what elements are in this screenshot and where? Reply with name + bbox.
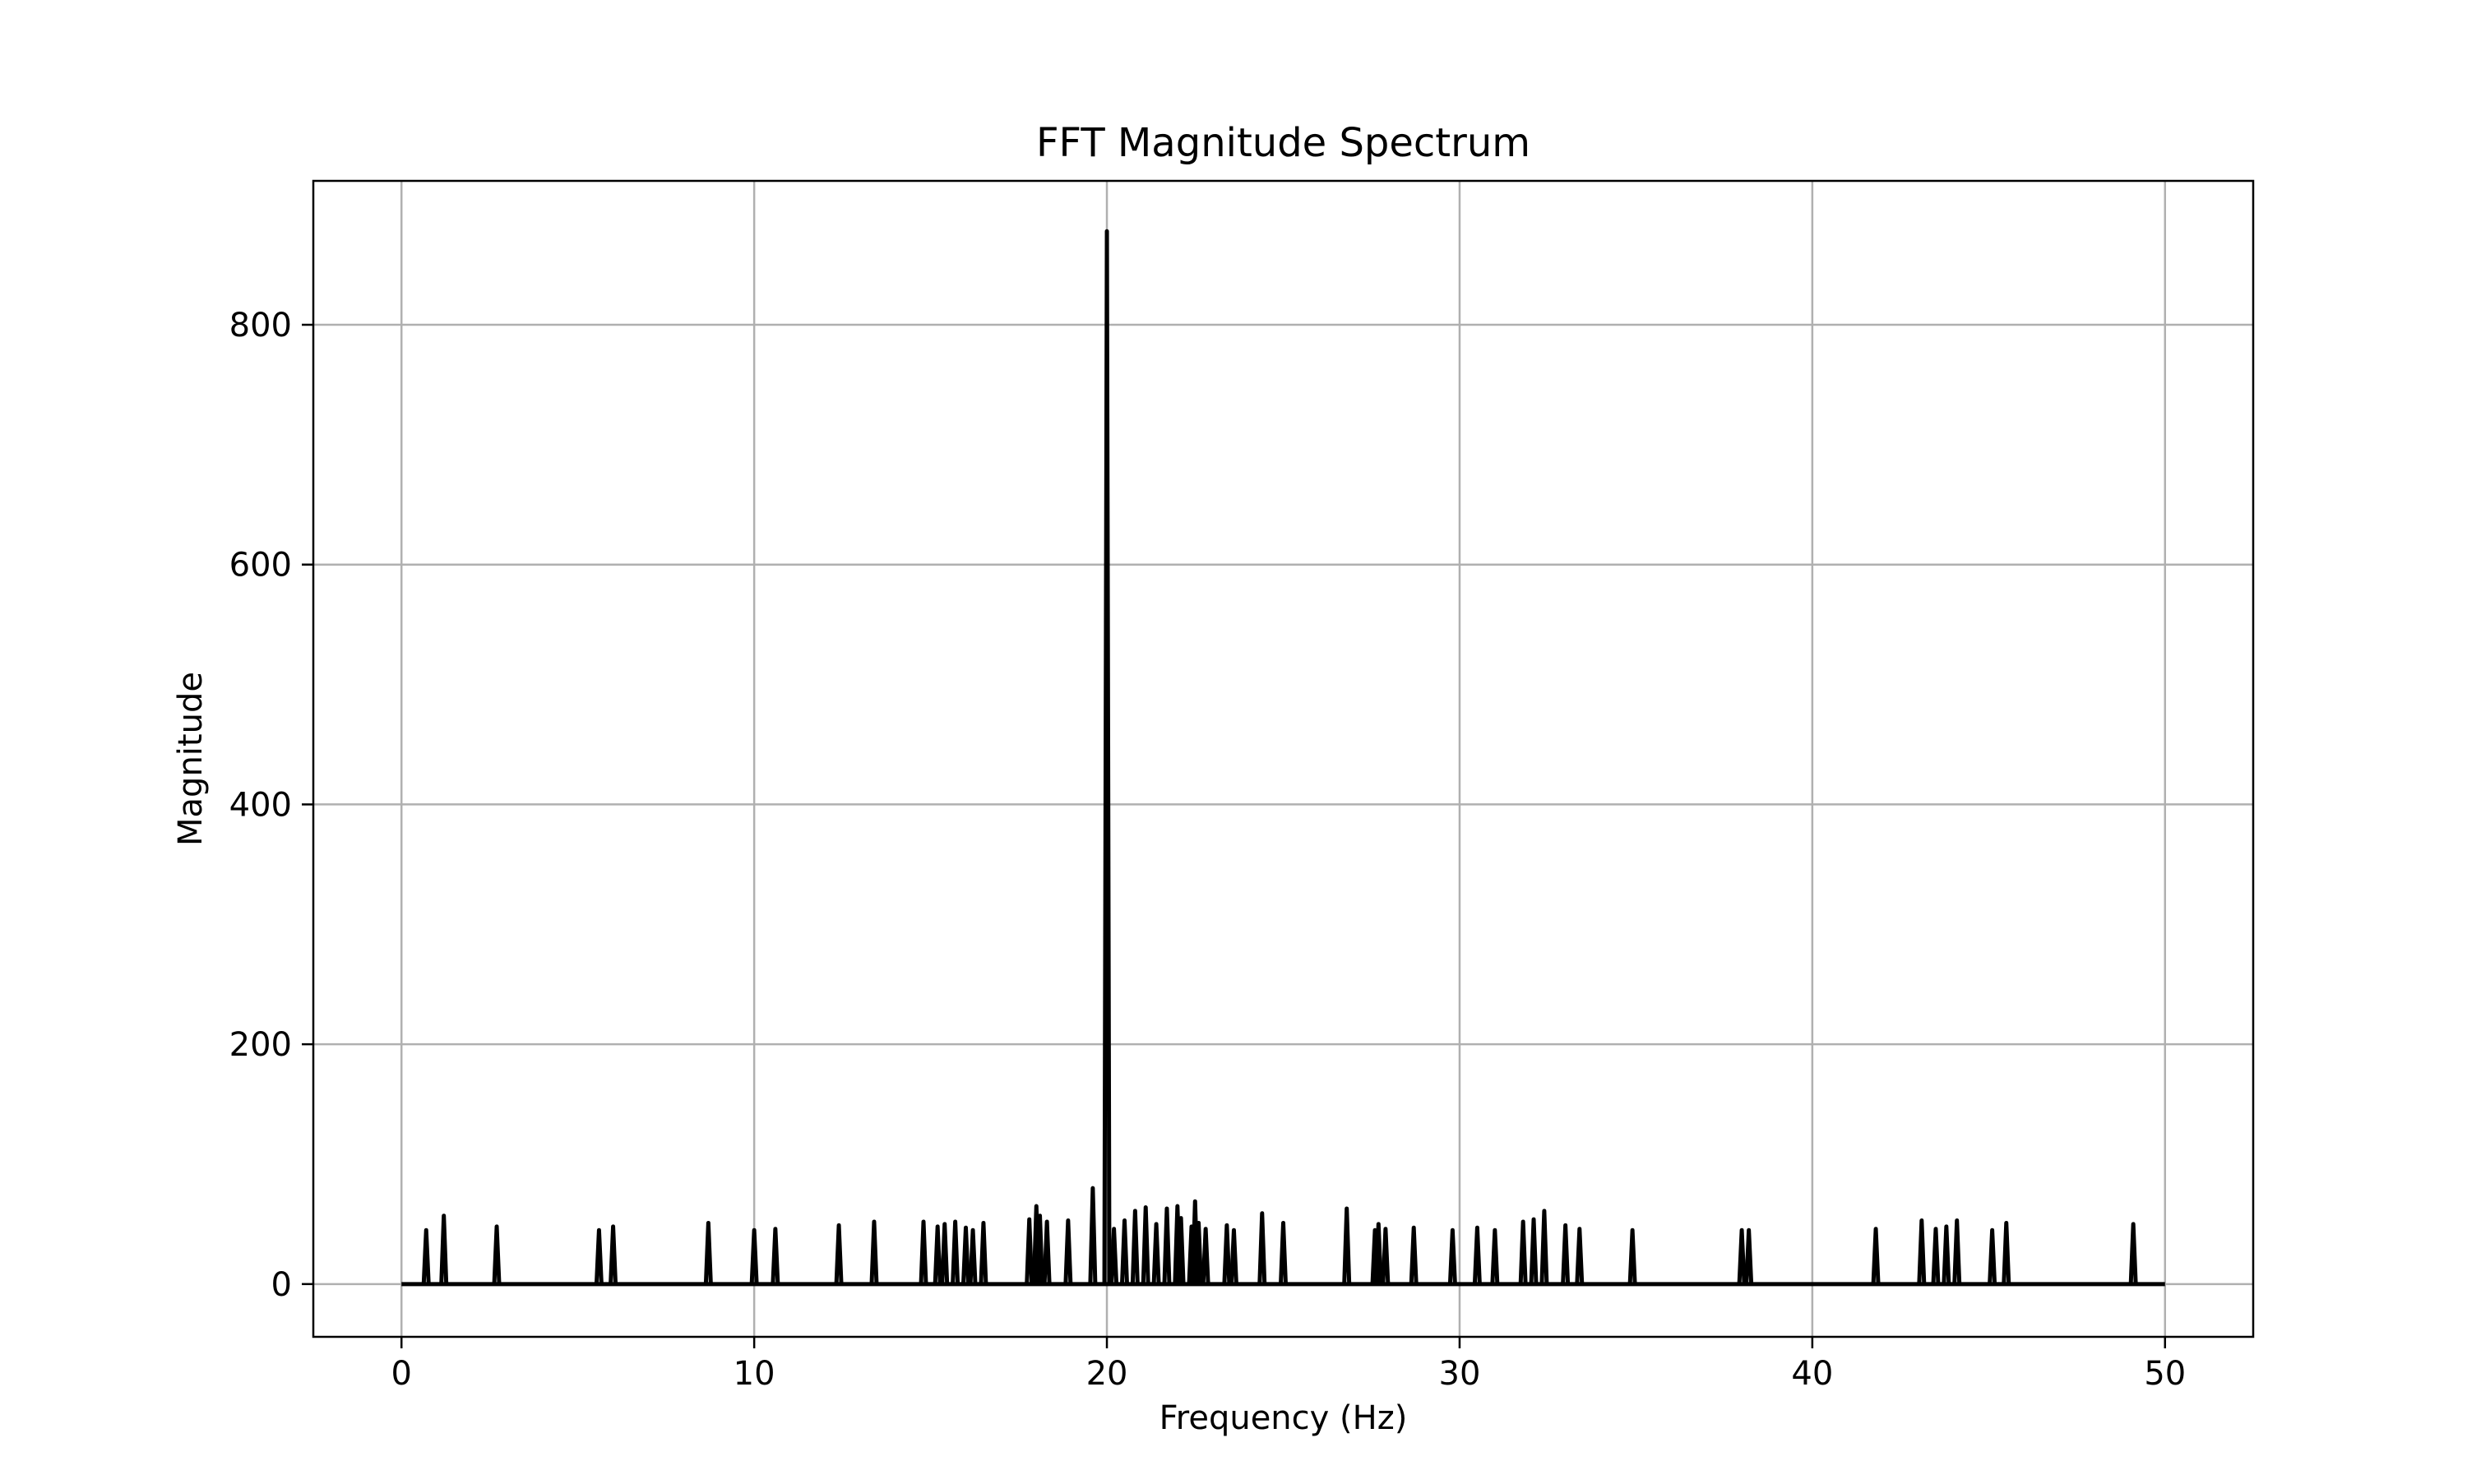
x-axis: 0 10 20 30 40 50	[391, 1337, 2186, 1393]
y-axis: 0 200 400 600 800	[229, 307, 313, 1304]
spectrum-peak	[1381, 1227, 1391, 1284]
x-tick-label: 30	[1439, 1355, 1481, 1393]
spectrum-peak	[933, 1224, 942, 1284]
spectrum-peak	[1342, 1206, 1352, 1284]
spectrum-peak	[979, 1220, 988, 1284]
spectrum-peak	[1627, 1227, 1637, 1284]
spectrum-peak	[960, 1225, 970, 1284]
y-tick-label: 800	[229, 307, 292, 344]
spectrum-peak	[1518, 1219, 1528, 1284]
spectrum-peak	[1109, 1227, 1119, 1284]
spectrum-peak	[951, 1219, 960, 1284]
spectrum-peak	[1130, 1209, 1140, 1284]
plot-frame	[312, 179, 2255, 1338]
spectrum-peak	[834, 1223, 844, 1284]
spectrum-peak	[1025, 1217, 1034, 1284]
spectrum-peak	[1194, 1220, 1204, 1284]
chart-title: FFT Magnitude Spectrum	[1036, 120, 1530, 166]
y-tick-label: 600	[229, 547, 292, 585]
x-tick-label: 40	[1791, 1355, 1833, 1393]
spectrum-peak	[421, 1227, 431, 1284]
x-axis-label: Frequency (Hz)	[1159, 1399, 1408, 1437]
spectrum-peak	[1529, 1217, 1539, 1284]
spectrum-peak	[1917, 1218, 1927, 1284]
spectrum-peak	[1229, 1227, 1238, 1284]
spectrum-peak	[2128, 1222, 2138, 1284]
y-tick-label: 0	[271, 1266, 292, 1304]
spectrum-peak	[940, 1222, 950, 1284]
spectrum-peak	[703, 1220, 713, 1284]
spectrum-peak	[1871, 1227, 1881, 1284]
y-axis-label: Magnitude	[172, 672, 210, 846]
spectrum-peak	[1737, 1227, 1747, 1284]
spectrum-peak	[919, 1219, 928, 1284]
spectrum-peak	[1201, 1227, 1210, 1284]
spectrum-peak	[1952, 1218, 1962, 1284]
x-tick-label: 10	[734, 1355, 775, 1393]
y-tick-label: 200	[229, 1026, 292, 1064]
spectrum-peak	[1176, 1216, 1186, 1284]
spectrum-peak	[1447, 1227, 1457, 1284]
spectrum-peak	[492, 1224, 502, 1284]
spectrum-peak	[1063, 1218, 1073, 1284]
spectrum-peak	[1102, 229, 1112, 1284]
spectrum-peak	[1222, 1223, 1232, 1284]
spectrum-peak	[1119, 1218, 1129, 1284]
spectrum-peak	[1035, 1214, 1045, 1284]
spectrum-peak	[1561, 1223, 1571, 1284]
spectrum-peak	[1088, 1186, 1098, 1284]
spectrum-peak	[2002, 1220, 2011, 1284]
spectrum-peak	[1409, 1225, 1419, 1284]
spectrum-peak	[1162, 1206, 1172, 1284]
x-tick-label: 50	[2144, 1355, 2186, 1393]
x-tick-label: 0	[391, 1355, 412, 1393]
spectrum-peak	[439, 1214, 449, 1284]
spectrum-peak	[1931, 1227, 1941, 1284]
spectrum-peak	[749, 1227, 759, 1284]
series-layer	[401, 229, 2165, 1287]
spectrum-peak	[1151, 1222, 1161, 1284]
spectrum-peak	[968, 1227, 978, 1284]
spectrum-peak	[1373, 1222, 1383, 1284]
spectrum-peak	[1575, 1227, 1585, 1284]
spectrum-peak	[1744, 1227, 1754, 1284]
spectrum-peak	[1988, 1227, 1997, 1284]
spectrum-peak	[771, 1227, 780, 1284]
spectrum-peak	[1942, 1224, 1951, 1284]
spectrum-peak	[1279, 1220, 1288, 1284]
spectrum-peak	[1539, 1209, 1549, 1284]
spectrum-peak	[594, 1227, 604, 1284]
spectrum-peak	[1141, 1204, 1150, 1284]
x-tick-label: 20	[1086, 1355, 1128, 1393]
y-tick-label: 400	[229, 786, 292, 824]
spectrum-peak	[1042, 1219, 1052, 1284]
spectrum-peak	[1490, 1227, 1500, 1284]
spectrum-peak	[1257, 1211, 1267, 1284]
spectrum-peak	[1472, 1225, 1482, 1284]
spectrum-peak	[869, 1219, 879, 1284]
spectrum-peak	[609, 1224, 618, 1284]
